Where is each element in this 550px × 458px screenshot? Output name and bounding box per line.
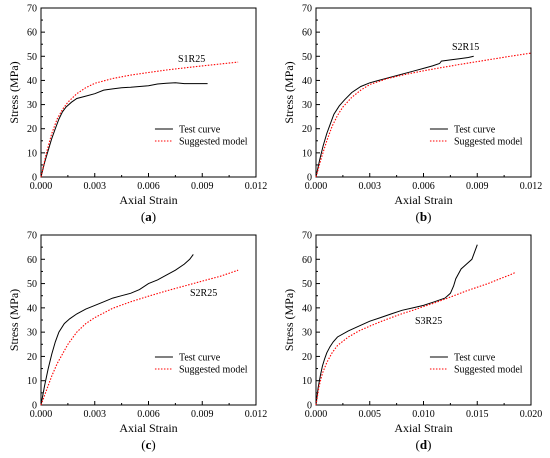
panel-label: (d) xyxy=(416,437,432,452)
plot-frame xyxy=(40,7,257,178)
legend-label: Suggested model xyxy=(454,365,523,376)
y-tick-label: 0 xyxy=(32,173,37,184)
y-tick-label: 20 xyxy=(27,352,37,363)
y-tick-label: 60 xyxy=(27,28,37,39)
x-tick-label: 0.003 xyxy=(84,181,107,192)
y-axis-title: Stress (MPa) xyxy=(7,289,21,351)
y-axis-title: Stress (MPa) xyxy=(282,61,296,123)
x-tick-label: 0.009 xyxy=(466,181,489,192)
x-axis-title: Axial Strain xyxy=(119,193,177,207)
chart-panel-2: 0.000 0.003 0.006 0.009 0.012 0 10 20 30 40 50 60 70… xyxy=(282,4,542,225)
y-tick-label: 70 xyxy=(27,231,37,242)
y-tick-label: 70 xyxy=(27,4,37,15)
x-tick-label: 0.000 xyxy=(30,181,53,192)
y-tick-label: 0 xyxy=(307,173,312,184)
specimen-annotation: S1R25 xyxy=(178,54,205,65)
y-tick-label: 50 xyxy=(302,279,312,290)
legend-label: Suggested model xyxy=(179,137,248,148)
x-tick-label: 0.000 xyxy=(305,409,328,420)
x-tick-label: 0.000 xyxy=(30,409,53,420)
x-tick-label: 0.006 xyxy=(137,409,160,420)
y-tick-label: 70 xyxy=(302,231,312,242)
y-tick-label: 40 xyxy=(27,303,37,314)
y-tick-label: 30 xyxy=(27,100,37,111)
x-tick-label: 0.006 xyxy=(412,181,435,192)
series-line-suggested-model xyxy=(40,61,239,178)
x-tick-label: 0.012 xyxy=(520,181,543,192)
legend-label: Suggested model xyxy=(454,137,523,148)
series-line-test-curve xyxy=(40,254,194,406)
x-axis-title: Axial Strain xyxy=(119,421,177,435)
series-line-suggested-model xyxy=(315,272,516,406)
series-line-test-curve xyxy=(40,82,208,178)
y-tick-label: 10 xyxy=(27,148,37,159)
y-tick-label: 10 xyxy=(27,376,37,387)
y-tick-label: 70 xyxy=(302,4,312,15)
x-tick-label: 0.020 xyxy=(520,409,543,420)
panel-letter: c xyxy=(146,437,152,452)
specimen-annotation: S3R25 xyxy=(415,316,442,327)
y-tick-label: 60 xyxy=(302,255,312,266)
x-tick-label: 0.000 xyxy=(305,181,328,192)
chart-panel-1: 0.000 0.003 0.006 0.009 0.012 0 10 20 30 40 50 60 70… xyxy=(7,4,267,225)
y-tick-label: 50 xyxy=(302,52,312,63)
legend-label: Test curve xyxy=(179,353,221,364)
y-tick-label: 30 xyxy=(302,328,312,339)
chart-panel-3: 0.000 0.003 0.006 0.009 0.012 0 10 20 30 40 50 60 70… xyxy=(7,231,267,453)
x-tick-label: 0.005 xyxy=(359,409,382,420)
specimen-annotation: S2R15 xyxy=(452,42,479,53)
plot-frame xyxy=(40,234,257,406)
series-line-suggested-model xyxy=(40,269,239,406)
legend-label: Test curve xyxy=(179,125,221,136)
y-tick-label: 20 xyxy=(302,352,312,363)
x-tick-label: 0.009 xyxy=(191,409,214,420)
specimen-annotation: S2R25 xyxy=(190,288,217,299)
y-tick-label: 60 xyxy=(302,28,312,39)
plot-frame xyxy=(315,7,532,178)
y-tick-label: 20 xyxy=(27,124,37,135)
x-tick-label: 0.010 xyxy=(412,409,435,420)
x-tick-label: 0.006 xyxy=(137,181,160,192)
series-line-test-curve xyxy=(315,55,474,178)
x-tick-label: 0.009 xyxy=(191,181,214,192)
y-tick-label: 40 xyxy=(302,303,312,314)
y-tick-label: 10 xyxy=(302,148,312,159)
y-tick-label: 30 xyxy=(302,100,312,111)
y-tick-label: 10 xyxy=(302,376,312,387)
y-tick-label: 0 xyxy=(32,401,37,412)
y-tick-label: 50 xyxy=(27,52,37,63)
x-axis-title: Axial Strain xyxy=(394,193,452,207)
y-tick-label: 30 xyxy=(27,328,37,339)
panel-label: (a) xyxy=(141,209,156,224)
y-axis-title: Stress (MPa) xyxy=(7,61,21,123)
y-tick-label: 0 xyxy=(307,401,312,412)
y-tick-label: 40 xyxy=(302,76,312,87)
panel-label: (b) xyxy=(416,209,432,224)
y-tick-label: 50 xyxy=(27,279,37,290)
panel-letter: d xyxy=(420,437,428,452)
legend-label: Test curve xyxy=(454,353,496,364)
panel-label: (c) xyxy=(141,437,155,452)
x-axis-title: Axial Strain xyxy=(394,421,452,435)
series-line-test-curve xyxy=(315,244,478,406)
y-tick-label: 20 xyxy=(302,124,312,135)
x-tick-label: 0.003 xyxy=(84,409,107,420)
chart-panel-4: 0.000 0.005 0.010 0.015 0.020 0 10 20 30 40 50 60 70… xyxy=(282,231,542,453)
x-tick-label: 0.015 xyxy=(466,409,489,420)
y-tick-label: 60 xyxy=(27,255,37,266)
series-line-suggested-model xyxy=(315,52,532,178)
legend-label: Suggested model xyxy=(179,365,248,376)
y-axis-title: Stress (MPa) xyxy=(282,289,296,351)
x-tick-label: 0.012 xyxy=(245,181,268,192)
x-tick-label: 0.003 xyxy=(359,181,382,192)
panel-letter: b xyxy=(420,209,427,224)
legend-label: Test curve xyxy=(454,125,496,136)
panel-letter: a xyxy=(145,209,152,224)
y-tick-label: 40 xyxy=(27,76,37,87)
x-tick-label: 0.012 xyxy=(245,409,268,420)
